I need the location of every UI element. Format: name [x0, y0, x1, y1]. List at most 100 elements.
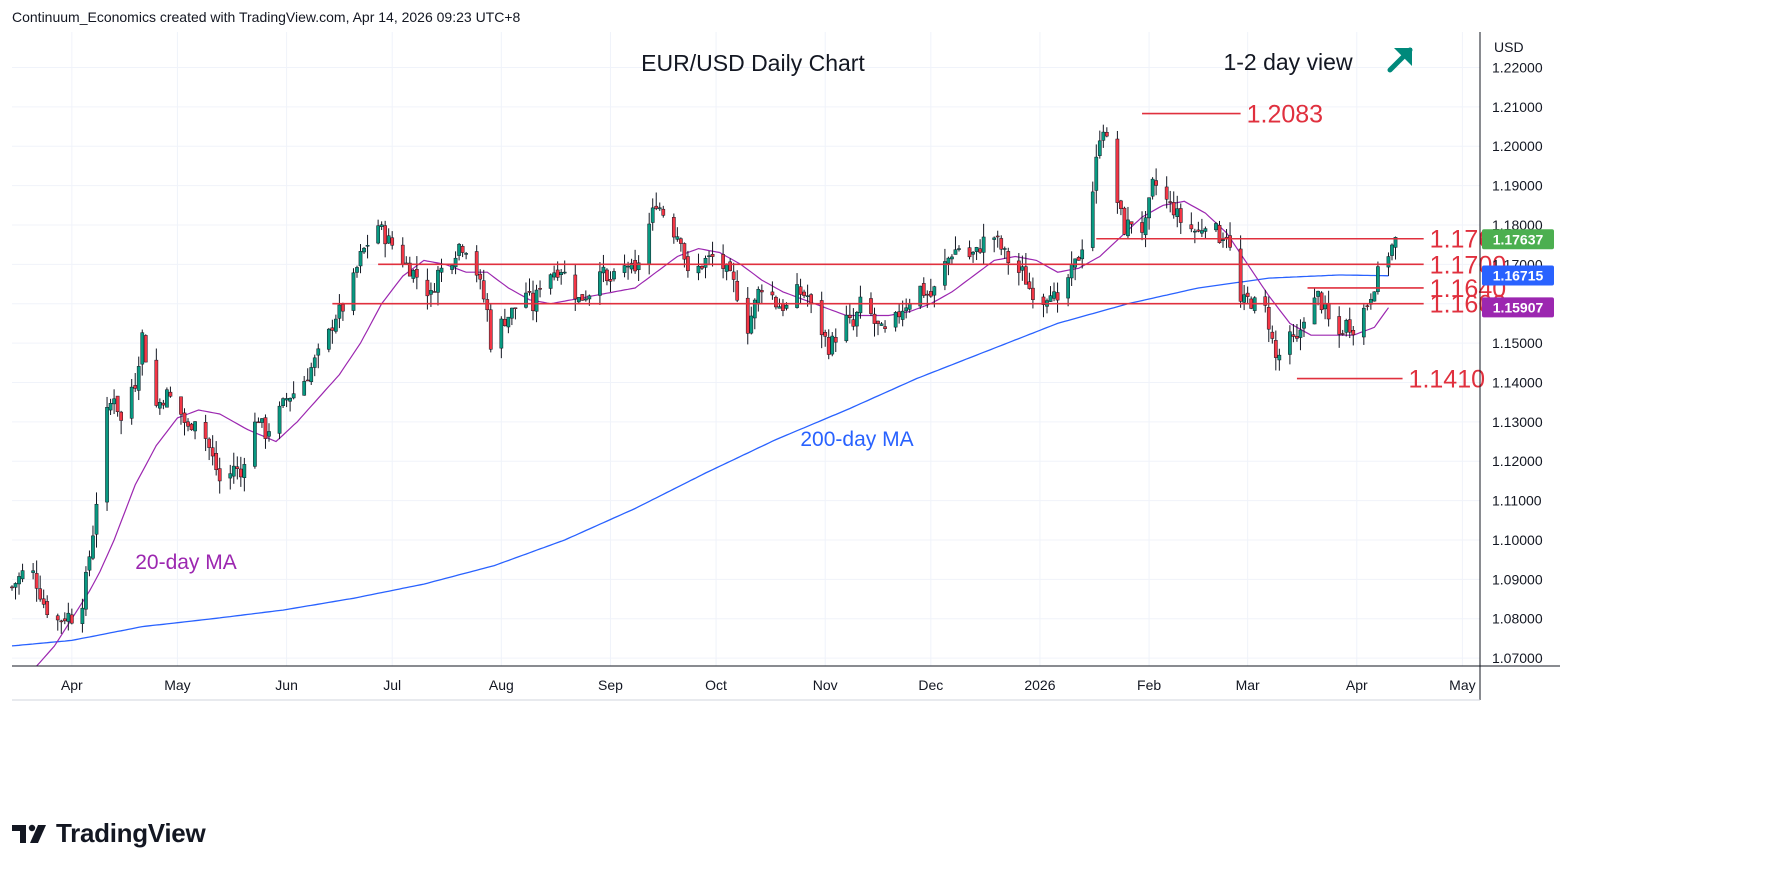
candle-body — [774, 296, 778, 308]
ma-20-layer — [36, 200, 1389, 667]
candle-body — [411, 270, 416, 279]
candle-body — [1168, 201, 1173, 203]
candle-body — [13, 583, 18, 588]
price-badge-label: 1.16715 — [1493, 268, 1544, 284]
candle-body — [182, 412, 187, 423]
x-tick-label: Apr — [1346, 677, 1368, 693]
annotations: EUR/USD Daily Chart 1-2 day view 200-day M… — [135, 47, 1413, 574]
candle-body — [1221, 239, 1225, 241]
candle-body — [365, 245, 370, 247]
price-badge — [1482, 297, 1554, 318]
candle-body — [798, 286, 803, 295]
candle-body — [802, 291, 806, 296]
grid — [12, 32, 1480, 666]
ma-20-line — [36, 200, 1389, 667]
candle-body — [457, 243, 461, 256]
candle-body — [337, 304, 342, 319]
candle-body — [869, 298, 873, 314]
candle-body — [1122, 207, 1127, 235]
candle-body — [217, 468, 222, 482]
candle-body — [957, 248, 961, 250]
candle-body — [1372, 291, 1377, 302]
candle-body — [260, 418, 264, 423]
candle-body — [362, 247, 366, 253]
candle-body — [731, 271, 736, 280]
candle-body — [851, 319, 856, 327]
candle-body — [1393, 237, 1398, 248]
candle-body — [291, 393, 296, 399]
candle-body — [858, 296, 863, 314]
candle-body — [341, 304, 345, 312]
candle-body — [612, 271, 616, 280]
candle-body — [795, 284, 799, 308]
candle-body — [823, 332, 828, 337]
candle-body — [238, 468, 243, 478]
y-tick-label: 1.19000 — [1492, 178, 1543, 194]
candle-body — [432, 291, 437, 293]
candle-body — [1196, 229, 1201, 232]
candle-body — [400, 244, 405, 265]
y-tick-label: 1.22000 — [1492, 59, 1543, 75]
tradingview-logo-icon — [12, 824, 46, 843]
y-tick-label: 1.20000 — [1492, 138, 1543, 154]
candle-body — [105, 407, 109, 503]
candle-body — [376, 225, 380, 244]
candle-body — [974, 247, 979, 252]
candle-body — [633, 260, 637, 272]
candle-body — [833, 337, 838, 343]
candle-body — [580, 294, 585, 301]
y-tick-label: 1.18000 — [1492, 217, 1543, 233]
tradingview-logo[interactable]: TradingView — [12, 818, 206, 849]
x-tick-label: Jul — [383, 677, 401, 693]
price-badge-label: 1.17637 — [1493, 231, 1544, 247]
y-tick-label: 1.07000 — [1492, 650, 1543, 666]
candle-body — [721, 254, 725, 269]
candle-body — [154, 359, 159, 406]
candle-body — [158, 402, 162, 409]
candle-body — [1080, 249, 1085, 260]
price-badge — [1482, 229, 1554, 250]
candle-body — [1273, 340, 1278, 358]
y-tick-label: 1.09000 — [1492, 571, 1543, 587]
view-label: 1-2 day view — [1223, 49, 1353, 75]
candle-body — [1115, 138, 1120, 203]
candle-body — [281, 398, 285, 406]
candle-body — [682, 243, 687, 260]
candle-body — [214, 453, 219, 471]
candle-body — [636, 262, 641, 271]
y-tick-label: 1.13000 — [1492, 414, 1543, 430]
candle-body — [66, 612, 71, 622]
candle-body — [928, 291, 933, 297]
candle-body — [1228, 235, 1232, 248]
candle-body — [805, 295, 810, 297]
candle-body — [1376, 266, 1380, 292]
candle-body — [1020, 266, 1025, 271]
candle-body — [231, 465, 236, 477]
candle-body — [1263, 296, 1268, 306]
candle-body — [210, 447, 215, 457]
candle-body — [1027, 281, 1032, 289]
candle-body — [1052, 291, 1056, 299]
candle-body — [855, 312, 859, 327]
candle-body — [1097, 140, 1102, 156]
arrow-head — [1394, 48, 1412, 66]
candle-body — [351, 272, 356, 311]
candle-body — [671, 217, 676, 238]
y-tick-label: 1.11000 — [1492, 493, 1542, 509]
candle-body — [819, 300, 824, 336]
candle-body — [355, 267, 359, 273]
candle-body — [253, 421, 257, 467]
candle-body — [830, 335, 835, 355]
candle-body — [1090, 191, 1095, 248]
ma-200-line — [11, 274, 1389, 647]
candle-body — [1076, 257, 1081, 261]
candle-body — [679, 238, 683, 244]
candle-body — [562, 271, 567, 274]
chart-attribution: Continuum_Economics created with Trading… — [12, 9, 521, 25]
ma-label: 200-day MA — [800, 428, 913, 451]
x-tick-label: 2026 — [1024, 677, 1055, 693]
candle-body — [390, 237, 395, 246]
candle-body — [1164, 186, 1169, 200]
